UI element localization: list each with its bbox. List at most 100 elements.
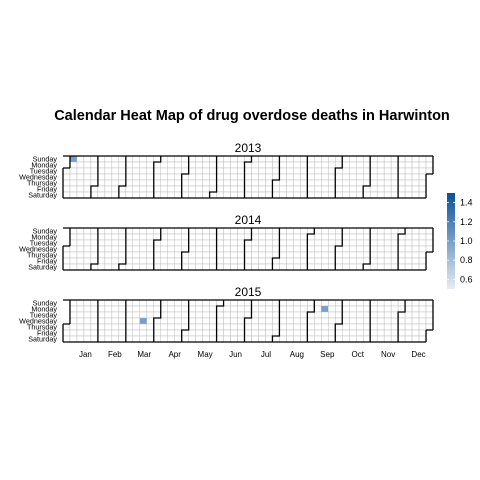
day-cell [104, 227, 113, 235]
day-cell [223, 239, 231, 247]
day-cell [342, 161, 350, 169]
day-cell [335, 251, 343, 259]
day-cell [174, 185, 182, 193]
month-label: Jul [261, 350, 271, 359]
day-cell [397, 335, 406, 343]
day-cell [300, 155, 308, 163]
day-cell [342, 311, 350, 319]
day-cell [62, 251, 71, 259]
day-cell [230, 245, 238, 253]
day-cell [251, 173, 259, 181]
day-cell [195, 155, 203, 163]
day-cell [153, 179, 161, 187]
day-cell [307, 257, 315, 265]
day-cell [160, 245, 168, 253]
day-cell [209, 227, 217, 235]
day-cell [139, 251, 147, 259]
day-cell [404, 311, 413, 319]
day-cell [362, 233, 371, 241]
day-cell [174, 233, 182, 241]
day-cell [286, 167, 294, 175]
day-cell [153, 329, 161, 337]
day-cell [314, 323, 322, 331]
day-cell [383, 179, 392, 187]
day-cell [328, 185, 336, 193]
day-cell [125, 185, 134, 193]
day-cell [244, 161, 252, 169]
day-cell [272, 155, 280, 163]
day-cell [286, 185, 294, 193]
day-cell [181, 323, 189, 331]
day-cell [230, 329, 238, 337]
day-cell [111, 167, 120, 175]
day-cell [265, 173, 273, 181]
day-cell [397, 257, 406, 265]
day-cell [349, 305, 357, 313]
day-cell [125, 311, 134, 319]
day-cell [202, 257, 210, 265]
day-cell [279, 335, 287, 343]
day-cell [328, 317, 336, 325]
day-cell [258, 191, 266, 199]
day-cell [279, 239, 287, 247]
day-cell [167, 155, 175, 163]
day-cell [146, 185, 154, 193]
day-cell [97, 335, 106, 343]
day-cell [139, 239, 147, 247]
day-cell [251, 263, 259, 271]
day-cell [230, 155, 238, 163]
day-cell [202, 263, 210, 271]
day-cell [356, 179, 364, 187]
day-cell [265, 179, 273, 187]
day-cell [139, 173, 147, 181]
day-cell [342, 323, 350, 331]
day-cell [209, 323, 217, 331]
day-cell [328, 311, 336, 319]
day-cell [321, 311, 329, 319]
day-cell [321, 317, 329, 325]
day-cell [376, 173, 385, 181]
day-cell [321, 257, 329, 265]
day-cell [69, 179, 78, 187]
day-cell [418, 311, 427, 319]
day-cell [223, 335, 231, 343]
day-cell [425, 227, 434, 235]
day-cell [118, 239, 127, 247]
day-cell [293, 317, 301, 325]
day-cell [209, 185, 217, 193]
day-cell [237, 227, 245, 235]
day-cell [321, 155, 329, 163]
day-cell [146, 251, 154, 259]
day-cell [195, 257, 203, 265]
weekday-label: Wednesday [19, 173, 57, 182]
day-cell [293, 251, 301, 259]
day-cell [118, 329, 127, 337]
day-cell [146, 335, 154, 343]
day-cell [104, 329, 113, 337]
day-cell [342, 155, 350, 163]
day-cell [335, 245, 343, 253]
day-cell-filled [321, 305, 329, 313]
day-cell [153, 191, 161, 199]
day-cell [202, 179, 210, 187]
month-borders [62, 299, 434, 343]
day-cell [132, 257, 140, 265]
day-cell [83, 227, 92, 235]
day-cell [160, 299, 168, 307]
day-cell [279, 155, 287, 163]
day-cell [251, 161, 259, 169]
day-cell [286, 233, 294, 241]
day-cell [237, 173, 245, 181]
day-cell [97, 305, 106, 313]
day-cell [425, 155, 434, 163]
day-cell [111, 155, 120, 163]
day-cell [342, 185, 350, 193]
day-cell [90, 263, 99, 271]
day-cell [76, 185, 85, 193]
day-cell [390, 155, 399, 163]
day-cell [125, 245, 134, 253]
day-cell [286, 239, 294, 247]
day-cell [160, 305, 168, 313]
day-cell [118, 173, 127, 181]
day-cell [376, 329, 385, 337]
